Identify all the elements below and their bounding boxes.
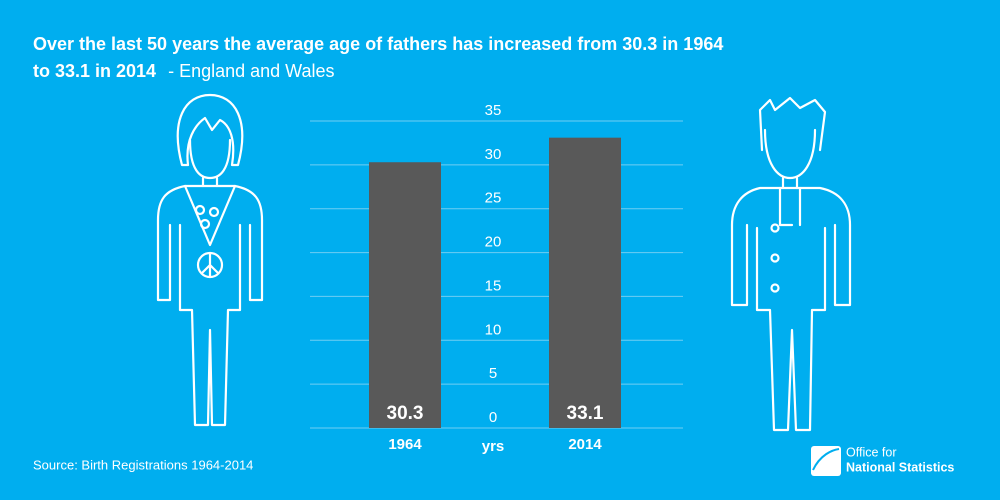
x-tick-label: 1964 [388, 436, 422, 453]
y-tick-label: 20 [485, 234, 502, 251]
y-tick-label: 30 [485, 146, 502, 163]
y-tick-label: 35 [485, 102, 502, 119]
father-2014-figure [730, 96, 852, 432]
logo-text: National Statistics [846, 460, 954, 474]
y-tick-label: 15 [485, 277, 502, 294]
source: Source: Birth Registrations 1964-2014 [33, 457, 253, 472]
y-tick-label: 10 [485, 321, 502, 338]
y-axis-label: yrs [482, 438, 505, 455]
bar [369, 162, 441, 428]
chart: 0 5 10 15 20 25 30 35 yrs 30.3 1964 33.1 2014 [310, 102, 683, 455]
title-line: to 33.1 in 2014 - England and Wales [33, 61, 335, 81]
title-line: to 33.1 in 2014 [33, 61, 156, 81]
logo-text: Office for [846, 445, 896, 459]
bar [549, 137, 621, 428]
y-tick-label: 25 [485, 190, 502, 207]
bar-value-label: 33.1 [567, 403, 604, 424]
logo-mark [812, 448, 840, 471]
y-tick-label: 5 [489, 365, 497, 382]
logo-mark [811, 446, 841, 476]
x-tick-label: 2014 [568, 436, 602, 453]
logo: Office for National Statistics [811, 445, 954, 476]
y-tick-label: 0 [489, 409, 497, 426]
subtitle: - England and Wales [168, 61, 334, 81]
bar-value-label: 30.3 [387, 403, 424, 424]
father-1964-figure [156, 93, 264, 427]
title-line: Over the last 50 years the average age o… [33, 34, 723, 54]
